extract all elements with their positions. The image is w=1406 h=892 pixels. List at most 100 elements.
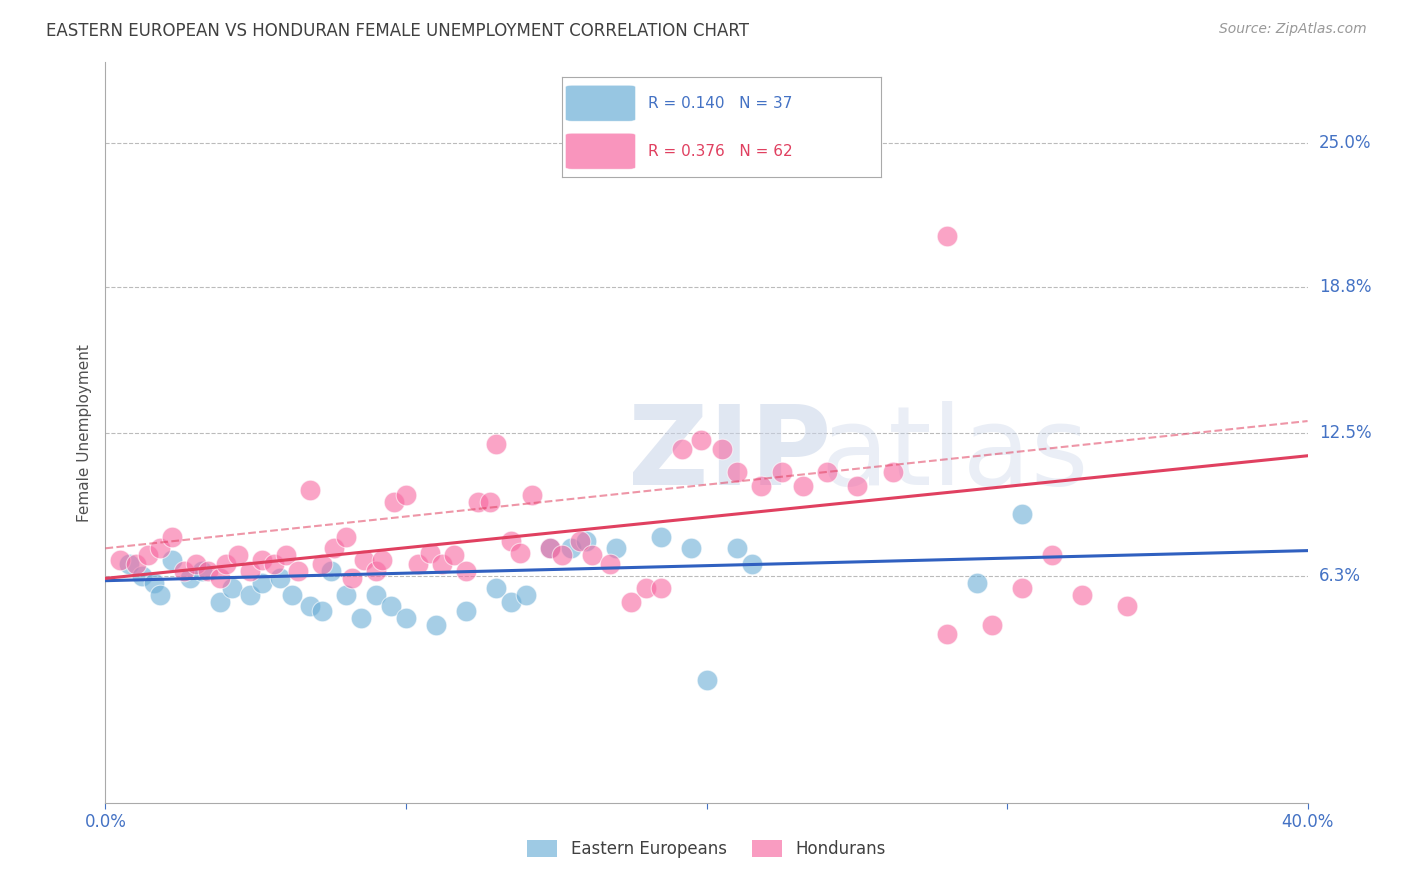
Point [311,558,333,572]
Point [501,534,523,549]
Point [335,530,357,544]
Point [741,558,763,572]
Point [575,534,598,549]
Point [1040,548,1063,562]
Point [681,541,703,556]
Point [382,495,405,509]
Point [269,571,291,585]
Point [845,479,868,493]
Y-axis label: Female Unemployment: Female Unemployment [76,343,91,522]
Point [966,576,988,591]
Point [725,541,748,556]
Point [221,581,243,595]
Text: 18.8%: 18.8% [1319,278,1371,296]
Point [179,571,201,585]
Point [522,488,544,502]
Point [322,541,344,556]
Point [395,611,418,625]
Point [350,611,373,625]
Point [250,576,273,591]
Point [287,565,309,579]
Point [560,541,582,556]
Point [689,433,711,447]
Point [882,465,904,479]
Point [485,581,508,595]
Point [650,530,672,544]
Point [710,442,733,456]
Point [515,588,537,602]
Point [551,548,574,562]
Point [340,571,363,585]
Point [770,465,793,479]
Point [395,488,418,502]
Point [142,576,165,591]
Point [936,229,959,244]
Point [118,558,141,572]
Point [208,594,231,608]
Point [605,541,627,556]
Point [485,437,508,451]
Point [298,483,321,498]
Point [538,541,561,556]
Point [380,599,402,614]
Text: ZIP: ZIP [628,401,832,508]
Point [250,553,273,567]
Point [281,588,304,602]
Text: 25.0%: 25.0% [1319,135,1371,153]
Point [136,548,159,562]
Point [981,617,1004,632]
Point [197,565,219,579]
Point [538,541,561,556]
Point [263,558,285,572]
Point [160,553,183,567]
Point [581,548,603,562]
Point [239,588,262,602]
Point [364,565,387,579]
Point [650,581,672,595]
Point [319,565,342,579]
Point [148,588,170,602]
Point [371,553,394,567]
Point [569,534,592,549]
Point [110,553,132,567]
Point [124,558,146,572]
Point [353,553,375,567]
Text: 12.5%: 12.5% [1319,424,1371,442]
Point [671,442,693,456]
Point [148,541,170,556]
Point [160,530,183,544]
Point [425,617,447,632]
Text: Source: ZipAtlas.com: Source: ZipAtlas.com [1219,22,1367,37]
Point [406,558,429,572]
Point [298,599,321,614]
Point [467,495,489,509]
Text: 6.3%: 6.3% [1319,567,1361,585]
Point [1116,599,1139,614]
Point [419,546,441,560]
Text: atlas: atlas [821,401,1090,508]
Point [131,569,153,583]
Point [749,479,772,493]
Point [454,565,477,579]
Point [501,594,523,608]
Point [226,548,249,562]
Point [430,558,453,572]
Point [214,558,236,572]
Point [184,558,207,572]
Point [1011,581,1033,595]
Point [239,565,262,579]
Point [274,548,297,562]
Point [1071,588,1094,602]
Point [792,479,814,493]
Point [1011,507,1033,521]
Point [620,594,643,608]
Point [509,546,531,560]
Point [636,581,658,595]
Point [173,565,195,579]
Point [335,588,357,602]
Point [364,588,387,602]
Point [696,673,718,688]
Point [454,604,477,618]
Text: EASTERN EUROPEAN VS HONDURAN FEMALE UNEMPLOYMENT CORRELATION CHART: EASTERN EUROPEAN VS HONDURAN FEMALE UNEM… [46,22,749,40]
Point [599,558,621,572]
